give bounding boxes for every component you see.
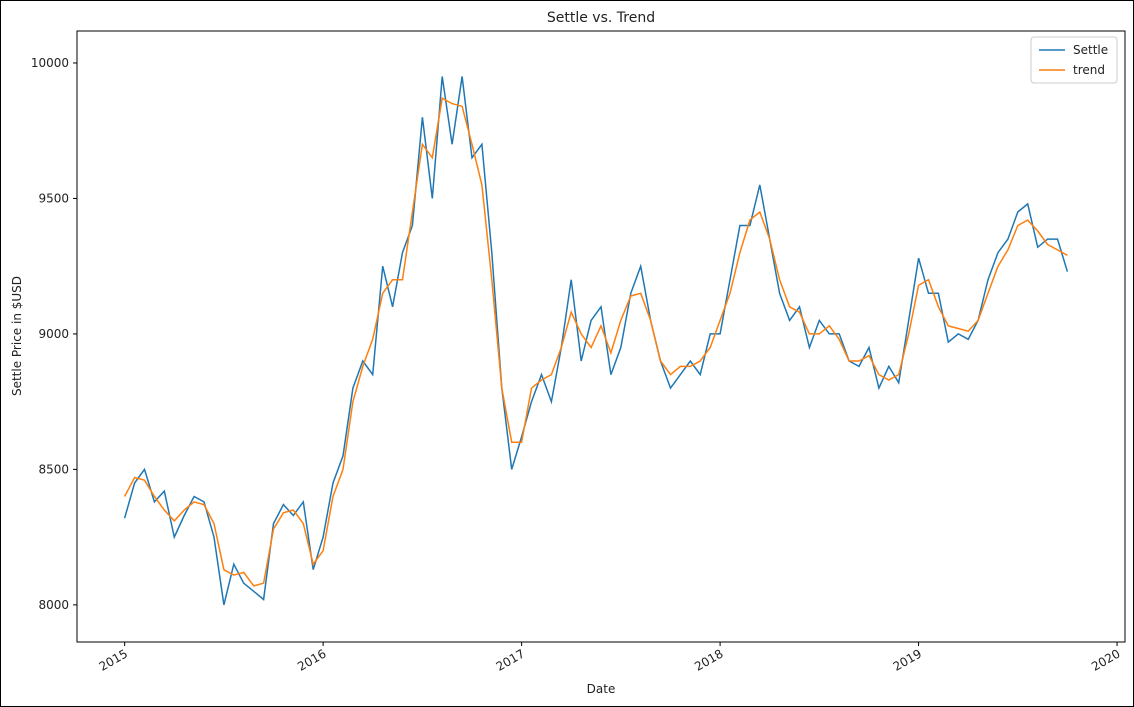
legend-box	[1030, 36, 1118, 84]
series-line	[123, 76, 1069, 606]
series-line	[123, 97, 1068, 587]
y-tick-label: 9000	[38, 327, 69, 341]
plot-area	[76, 30, 1126, 643]
chart-title: Settle vs. Trend	[547, 10, 655, 26]
y-tick-label: 10000	[31, 56, 69, 70]
legend-label: Settle	[1073, 43, 1108, 57]
legend-label: trend	[1073, 63, 1105, 77]
y-tick-label: 8000	[38, 598, 69, 612]
y-tick-label: 9500	[38, 191, 69, 205]
y-tick-label: 8500	[38, 462, 69, 476]
y-axis-label: Settle Price in $USD	[10, 276, 24, 396]
x-axis-label: Date	[587, 682, 616, 696]
